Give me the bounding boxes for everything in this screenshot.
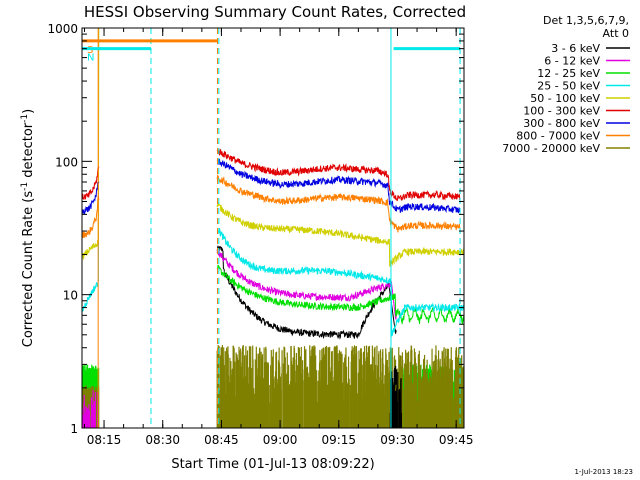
y-tick-label: 1000 bbox=[47, 22, 78, 36]
series-line bbox=[216, 245, 397, 340]
series-line bbox=[216, 264, 464, 325]
series-6-to-12keV-kev bbox=[216, 248, 397, 320]
legend-label: 25 - 50 keV bbox=[537, 80, 600, 93]
series-100-to-300keV-kev bbox=[82, 148, 461, 202]
legend-label: 3 - 6 keV bbox=[551, 42, 600, 55]
footer-timestamp: 1-Jul-2013 18:23 bbox=[574, 468, 633, 476]
plot-frame bbox=[81, 27, 465, 429]
series-line bbox=[217, 228, 464, 337]
legend-header-detectors: Det 1,3,5,6,7,9, bbox=[543, 14, 629, 27]
x-tick-label: 08:45 bbox=[204, 433, 239, 447]
y-tick-label: 100 bbox=[55, 155, 78, 169]
series-line bbox=[216, 202, 464, 267]
series-line bbox=[216, 148, 461, 202]
flag-label: S bbox=[87, 45, 93, 56]
x-tick-label: 08:15 bbox=[87, 433, 122, 447]
series-7000-to-20000keV-kev bbox=[395, 384, 397, 391]
series-line bbox=[82, 166, 100, 200]
y-axis-label-sup1: -1 bbox=[20, 182, 30, 191]
plot-area: SN bbox=[82, 28, 464, 428]
series-line bbox=[82, 195, 100, 239]
y-axis-label-sup2: -1 bbox=[20, 114, 30, 123]
flag-label: N bbox=[87, 53, 94, 64]
x-tick-label: 09:45 bbox=[439, 433, 474, 447]
y-axis-label: Corrected Count Rate (s-1 detector-1) bbox=[20, 109, 36, 347]
noisy-band-layer bbox=[82, 344, 464, 428]
series-layer bbox=[82, 28, 464, 391]
series-line bbox=[395, 384, 397, 391]
legend-label: 7000 - 20000 keV bbox=[502, 142, 600, 155]
legend-header-attenuator: Att 0 bbox=[603, 27, 629, 40]
series-line bbox=[82, 28, 100, 312]
x-tick-label: 09:15 bbox=[321, 433, 356, 447]
chart-title: HESSI Observing Summary Count Rates, Cor… bbox=[84, 3, 466, 21]
series-50-to-100keV-kev bbox=[82, 28, 464, 267]
flags-layer: SN bbox=[82, 28, 461, 428]
series-3-to-6keV-kev bbox=[216, 245, 397, 340]
y-axis-label-mid: detector bbox=[21, 122, 36, 182]
series-300-to-800keV-kev bbox=[82, 158, 461, 215]
series-line bbox=[216, 158, 461, 214]
series-800-to-7000keV-kev bbox=[82, 174, 461, 239]
x-tick-label: 09:00 bbox=[263, 433, 298, 447]
legend-label: 100 - 300 keV bbox=[523, 105, 600, 118]
series-line bbox=[82, 28, 100, 261]
legend-label: 800 - 7000 keV bbox=[516, 130, 600, 143]
legend-label: 6 - 12 keV bbox=[544, 55, 600, 68]
band-7000-20000 bbox=[216, 344, 464, 428]
series-line bbox=[82, 181, 100, 215]
x-tick-label: 08:30 bbox=[145, 433, 180, 447]
series-25-to-50keV-kev bbox=[82, 28, 464, 337]
series-12-to-25keV-kev bbox=[216, 264, 464, 325]
legend-label: 50 - 100 keV bbox=[530, 92, 600, 105]
x-tick-label: 09:30 bbox=[380, 433, 415, 447]
x-axis-label: Start Time (01-Jul-13 08:09:22) bbox=[171, 457, 374, 472]
y-axis-label-main: Corrected Count Rate (s bbox=[21, 191, 36, 348]
legend-label: 300 - 800 keV bbox=[523, 117, 600, 130]
y-tick-label: 10 bbox=[63, 289, 78, 303]
axis-ticks: 08:15 08:30 08:45 09:00 09:15 09:30 09:45 1 10 10… bbox=[47, 22, 473, 447]
y-tick-label: 1 bbox=[70, 422, 78, 436]
series-line bbox=[216, 174, 461, 233]
y-axis-label-end: ) bbox=[21, 109, 36, 114]
legend-label: 12 - 25 keV bbox=[537, 67, 600, 80]
series-line bbox=[216, 248, 397, 320]
